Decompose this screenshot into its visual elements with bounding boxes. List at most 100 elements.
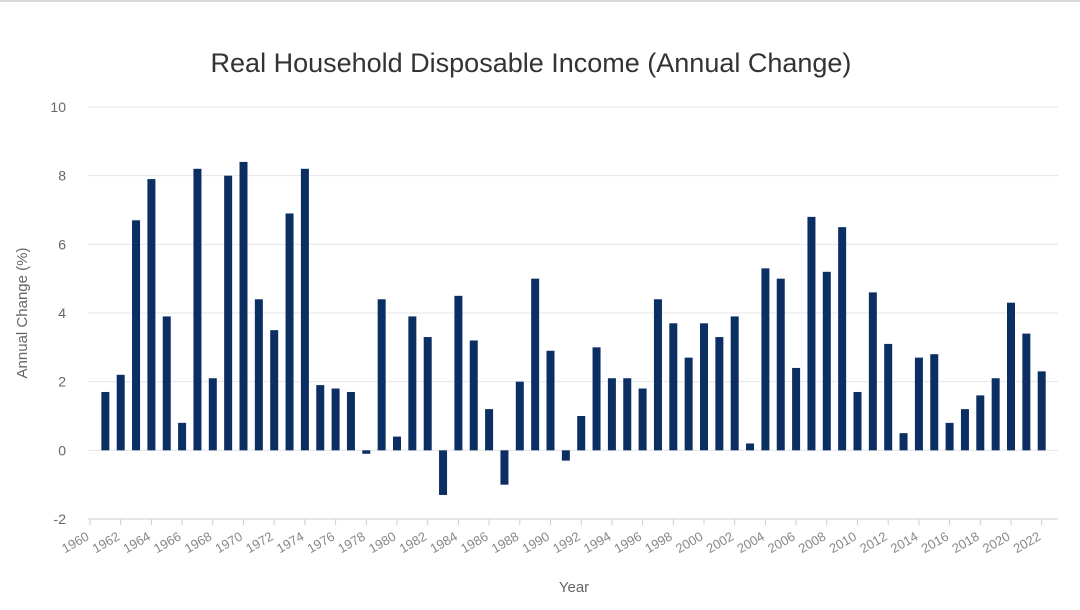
bar-1967[interactable] bbox=[193, 168, 202, 451]
bar-1974[interactable] bbox=[300, 168, 309, 451]
x-tick-label: 2016 bbox=[919, 529, 952, 556]
bar-1962[interactable] bbox=[116, 374, 125, 451]
bar-2006[interactable] bbox=[792, 367, 801, 451]
x-tick-label: 2018 bbox=[949, 529, 982, 556]
x-tick-label: 2008 bbox=[796, 529, 829, 556]
bar-1966[interactable] bbox=[178, 422, 187, 451]
bar-1979[interactable] bbox=[377, 299, 386, 451]
bar-2004[interactable] bbox=[761, 268, 770, 451]
x-tick-label: 1992 bbox=[550, 529, 583, 556]
bar-1978[interactable] bbox=[362, 450, 371, 454]
bar-2013[interactable] bbox=[899, 433, 908, 451]
bar-2000[interactable] bbox=[700, 323, 708, 451]
top-divider bbox=[0, 0, 1080, 2]
bar-1975[interactable] bbox=[316, 385, 325, 451]
x-tick-label: 1968 bbox=[182, 529, 215, 556]
y-tick-label: 6 bbox=[58, 236, 66, 252]
bar-1980[interactable] bbox=[393, 436, 401, 451]
bar-1998[interactable] bbox=[669, 323, 678, 451]
y-tick-label: 10 bbox=[50, 99, 66, 115]
bar-1999[interactable] bbox=[684, 357, 693, 451]
bar-1970[interactable] bbox=[239, 161, 248, 451]
bar-1972[interactable] bbox=[270, 330, 279, 451]
bar-1985[interactable] bbox=[469, 340, 478, 451]
bar-2015[interactable] bbox=[930, 354, 939, 451]
bar-2002[interactable] bbox=[730, 316, 739, 451]
bar-2012[interactable] bbox=[884, 343, 893, 451]
bar-1986[interactable] bbox=[485, 409, 494, 451]
bar-2021[interactable] bbox=[1022, 333, 1031, 451]
bar-1963[interactable] bbox=[132, 220, 141, 451]
x-tick-label: 1972 bbox=[243, 529, 276, 556]
bar-1996[interactable] bbox=[638, 388, 647, 451]
bar-1983[interactable] bbox=[439, 450, 448, 495]
bar-1987[interactable] bbox=[500, 450, 509, 485]
x-tick-label: 1998 bbox=[642, 529, 675, 556]
x-tick-label: 2010 bbox=[826, 529, 859, 556]
bar-1965[interactable] bbox=[162, 316, 171, 451]
bar-1968[interactable] bbox=[208, 378, 217, 451]
y-tick-label: 4 bbox=[58, 305, 66, 321]
bar-1981[interactable] bbox=[408, 316, 417, 451]
bar-2001[interactable] bbox=[715, 337, 724, 451]
bar-2005[interactable] bbox=[776, 278, 785, 451]
x-tick-label: 1964 bbox=[120, 529, 153, 556]
bar-2010[interactable] bbox=[853, 391, 862, 451]
x-axis: 1960196219641966196819701972197419761978… bbox=[59, 518, 1058, 556]
x-tick-label: 1980 bbox=[366, 529, 399, 556]
bar-2009[interactable] bbox=[838, 227, 847, 451]
x-tick-label: 1984 bbox=[427, 529, 460, 556]
bar-1961[interactable] bbox=[101, 391, 110, 451]
y-axis-label: Annual Change (%) bbox=[14, 248, 31, 379]
bar-1984[interactable] bbox=[454, 295, 463, 451]
x-tick-label: 2000 bbox=[673, 529, 706, 556]
x-tick-label: 1994 bbox=[581, 529, 614, 556]
x-tick-label: 1990 bbox=[519, 529, 552, 556]
x-tick-label: 2002 bbox=[704, 529, 737, 556]
bar-2008[interactable] bbox=[822, 271, 831, 451]
x-tick-label: 1974 bbox=[274, 529, 307, 556]
chart-title: Real Household Disposable Income (Annual… bbox=[211, 48, 852, 78]
y-tick-label: 2 bbox=[58, 374, 66, 390]
x-tick-label: 1986 bbox=[458, 529, 491, 556]
bar-1992[interactable] bbox=[577, 416, 586, 451]
bar-1989[interactable] bbox=[531, 278, 540, 451]
bar-1997[interactable] bbox=[653, 299, 662, 451]
x-tick-label: 1978 bbox=[335, 529, 368, 556]
bar-1973[interactable] bbox=[285, 213, 294, 451]
bar-1969[interactable] bbox=[224, 175, 233, 451]
x-tick-label: 2022 bbox=[1011, 529, 1044, 556]
x-tick-label: 1982 bbox=[397, 529, 430, 556]
bar-1971[interactable] bbox=[254, 299, 263, 451]
bars bbox=[101, 161, 1046, 495]
bar-2003[interactable] bbox=[746, 443, 755, 451]
bar-2007[interactable] bbox=[807, 216, 816, 451]
bar-1976[interactable] bbox=[331, 388, 340, 451]
bar-2019[interactable] bbox=[991, 378, 1000, 451]
bar-2022[interactable] bbox=[1037, 371, 1046, 451]
bar-2020[interactable] bbox=[1007, 302, 1015, 451]
x-tick-label: 2004 bbox=[734, 529, 767, 556]
bar-1990[interactable] bbox=[546, 350, 555, 451]
bar-2016[interactable] bbox=[945, 422, 954, 451]
bar-1977[interactable] bbox=[346, 391, 355, 451]
bar-1988[interactable] bbox=[515, 381, 524, 451]
x-tick-label: 1962 bbox=[90, 529, 123, 556]
bar-1964[interactable] bbox=[147, 179, 156, 451]
bar-1994[interactable] bbox=[607, 378, 616, 451]
x-tick-label: 1996 bbox=[612, 529, 645, 556]
bar-2017[interactable] bbox=[960, 409, 969, 451]
x-axis-label: Year bbox=[559, 579, 589, 596]
bar-2018[interactable] bbox=[976, 395, 985, 451]
x-tick-label: 2012 bbox=[857, 529, 890, 556]
bar-2014[interactable] bbox=[914, 357, 923, 451]
bar-1991[interactable] bbox=[561, 450, 570, 461]
x-tick-label: 1970 bbox=[212, 529, 245, 556]
bar-1995[interactable] bbox=[623, 378, 632, 451]
bar-1982[interactable] bbox=[423, 337, 432, 451]
x-tick-label: 1988 bbox=[489, 529, 522, 556]
x-tick-label: 1976 bbox=[305, 529, 338, 556]
bar-1993[interactable] bbox=[592, 347, 601, 451]
bar-2011[interactable] bbox=[868, 292, 877, 451]
